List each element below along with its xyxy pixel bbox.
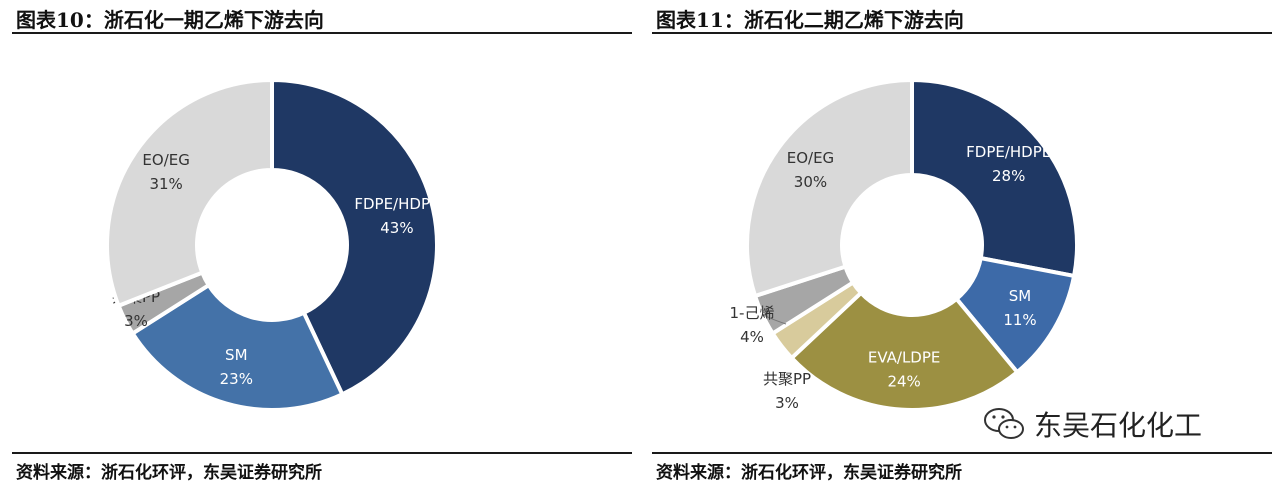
chart-title: 图表10：浙石化一期乙烯下游去向 [16,8,324,32]
donut-chart-phase2: FDPE/HDPE 28% SM 11% EVA/LDPE 24% 共聚PP 3% 1-己烯 4%… [730,77,1079,412]
title-rule [652,32,1272,34]
slice-value-label: 31% [149,175,182,193]
slice-label: EVA/LDPE [868,348,941,366]
slice-value-label: 3% [124,312,148,330]
slice-eva-ldpe [788,290,1020,412]
slice-eo-eg [105,77,274,309]
slice-value-label: 3% [775,394,799,412]
slice-label: SM [1009,287,1031,305]
source-rule [652,452,1272,454]
slice-value-label: 24% [887,372,920,390]
slice-value-label: 30% [794,173,827,191]
slice-label: 共聚PP [763,370,811,388]
slice-fdpe-hdpe [910,77,1079,279]
slice-fdpe-hdpe [270,77,439,397]
slice-label: FDPE/HDPE [966,143,1051,161]
chart-panel-1: 图表10：浙石化一期乙烯下游去向 FDPE/HDPE43%SM23%共聚PP3%… [12,0,632,484]
slice-label: FDPE/HDPE [354,195,439,213]
slice-label: EO/EG [142,151,189,169]
wechat-icon [984,408,1024,439]
slice-label: 1-己烯 [730,304,775,322]
slice-value-label: 28% [992,167,1025,185]
source-note: 资料来源：浙石化环评，东吴证券研究所 [16,463,322,483]
chart-title: 图表11：浙石化二期乙烯下游去向 [656,8,964,32]
slice-sm [129,282,345,412]
leader-line [762,311,787,325]
slice-value-label: 23% [220,370,253,388]
chart-panel-2: 图表11：浙石化二期乙烯下游去向 FDPE/HDPE 28% SM 11% EVA/LD… [652,0,1272,484]
watermark-text: 东吴石化化工 [1034,409,1203,442]
slice-eo-eg [745,77,914,299]
source-rule [12,452,632,454]
source-note: 资料来源：浙石化环评，东吴证券研究所 [656,463,962,483]
slice-value-label: 4% [740,328,764,346]
slice-value-label: 43% [380,219,413,237]
slice-label: EO/EG [787,149,834,167]
slice-label: SM [225,346,247,364]
watermark: 东吴石化化工 [982,404,1202,444]
slice-value-label: 11% [1003,311,1036,329]
title-rule [12,32,632,34]
